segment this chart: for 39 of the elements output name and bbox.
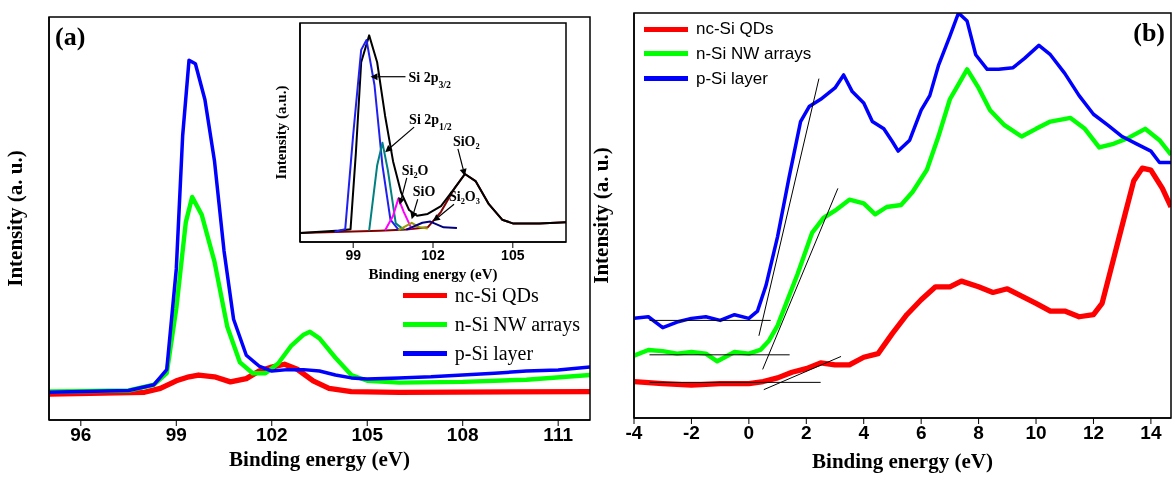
legend-label: p-Si layer: [696, 68, 768, 89]
legend-label: nc-Si QDs: [454, 284, 539, 307]
annotation: Si₂O₃: [449, 189, 480, 205]
x-tick-label: 99: [165, 424, 187, 446]
x-tick-label: 105: [501, 246, 525, 263]
x-tick-label: 102: [421, 246, 445, 263]
annotation: Si 2p$_{1/2}$: [409, 112, 452, 132]
x-axis-title: Binding energy (eV): [368, 266, 498, 283]
x-tick-label: 10: [1025, 422, 1047, 444]
x-tick-label: 105: [351, 424, 384, 446]
x-tick-label: 0: [743, 422, 755, 444]
y-axis-title: Intensity (a. u.): [3, 150, 27, 287]
x-axis-title: Binding energy (eV): [812, 449, 993, 473]
legend-label: n-Si NW arrays: [696, 43, 812, 64]
legend-label: n-Si NW arrays: [454, 313, 580, 336]
x-tick-label: 12: [1082, 422, 1105, 444]
chart-title: (b): [1133, 18, 1165, 47]
x-tick-label: 2: [801, 422, 812, 444]
x-tick-label: 111: [543, 424, 574, 446]
x-tick-label: 8: [973, 422, 984, 444]
annotation: Si₂O: [401, 162, 429, 178]
x-tick-label: 108: [446, 424, 479, 446]
x-tick-label: -4: [625, 422, 643, 444]
x-tick-label: 6: [915, 422, 927, 444]
legend-label: nc-Si QDs: [696, 19, 774, 40]
chart-title: (a): [55, 22, 86, 51]
x-axis-title: Binding energy (eV): [229, 447, 410, 471]
annotation: SiO: [412, 184, 436, 200]
x-tick-label: -2: [682, 422, 700, 444]
legend-label: p-Si layer: [454, 342, 534, 365]
x-tick-label: 4: [858, 422, 870, 444]
y-axis-title: Intensity (a.u.): [273, 85, 290, 180]
x-tick-label: 14: [1140, 422, 1162, 444]
annotation: SiO₂: [452, 133, 480, 149]
y-axis-title: Intensity (a. u.): [589, 147, 613, 284]
annotation: Si 2p$_{3/2}$: [408, 69, 452, 90]
x-tick-label: 102: [255, 424, 288, 446]
x-tick-label: 99: [345, 246, 362, 263]
x-tick-label: 96: [70, 424, 92, 446]
